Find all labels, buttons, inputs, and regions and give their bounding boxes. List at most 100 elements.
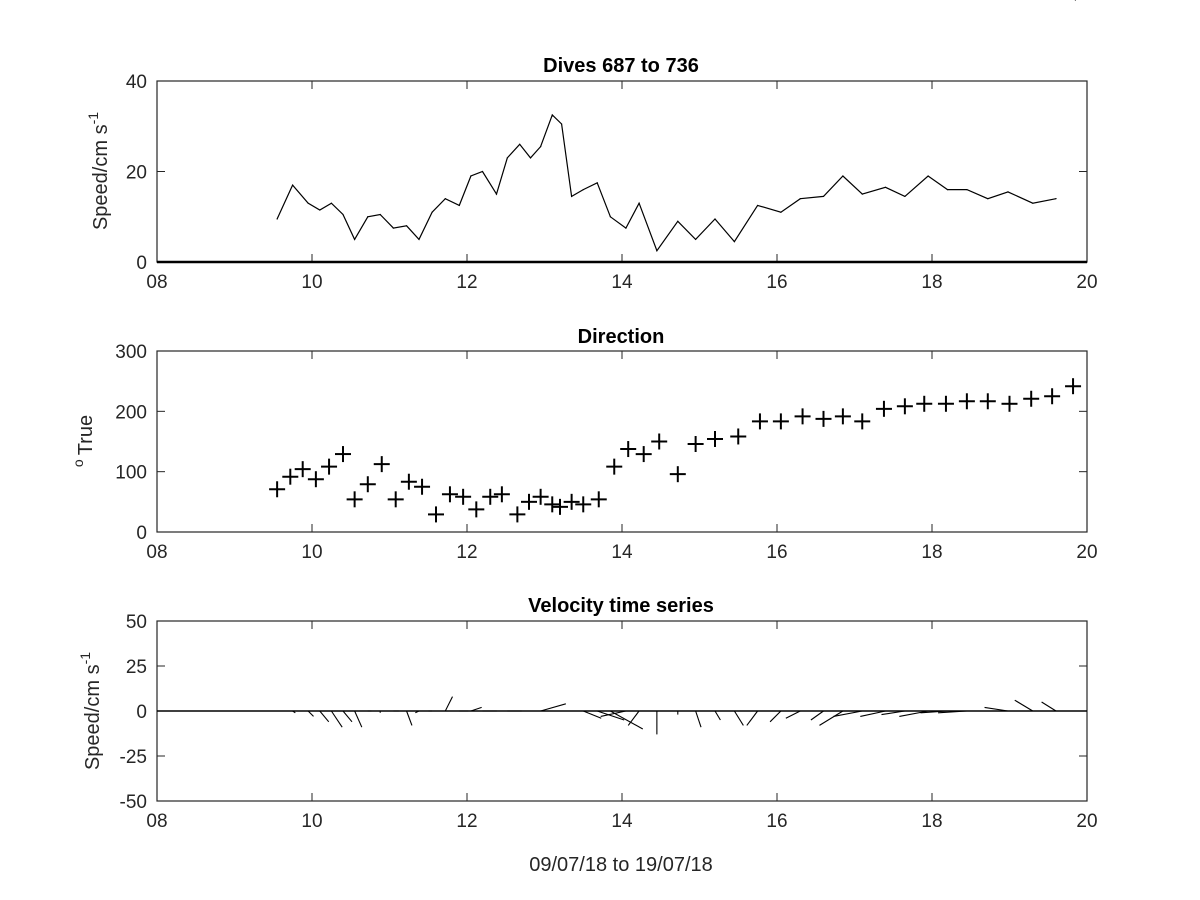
figure-xlabel: 09/07/18 to 19/07/18: [529, 854, 713, 876]
speed-data-point: [519, 143, 521, 145]
speed-data-point: [495, 193, 498, 195]
speed-data-point: [431, 211, 433, 213]
velocity-stick: [406, 710, 413, 726]
velocity-stick: [415, 710, 420, 714]
speed-data-point: [307, 202, 309, 204]
velocity-panel: Velocity time series 08 10 12 14 16 18 20 -50 -2…: [77, 595, 1098, 876]
direction-ylabel: o True: [70, 415, 97, 467]
velocity-stick: [540, 703, 566, 712]
speed-data-point: [379, 213, 381, 216]
speed-data-point: [842, 175, 844, 177]
speed-data-point: [367, 216, 369, 218]
velocity-stick: [810, 710, 824, 721]
velocity-stick: [785, 710, 801, 719]
direction-data-point: [269, 481, 286, 498]
direction-panel-title: Direction: [578, 326, 665, 348]
speed-data-point: [276, 218, 278, 220]
speed-data-point: [342, 213, 344, 216]
direction-xtick-label: 12: [456, 542, 477, 563]
speed-xtick-label: 18: [921, 272, 942, 293]
direction-data-point: [620, 441, 637, 458]
velocity-stick: [881, 710, 905, 716]
velocity-stick: [733, 710, 744, 726]
velocity-ylabel-main: Speed/cm s: [82, 664, 104, 770]
velocity-stick: [984, 706, 1009, 712]
velocity-stick: [342, 710, 353, 723]
direction-data-point: [937, 395, 954, 412]
speed-data-point: [319, 209, 321, 211]
speed-data-point: [458, 204, 460, 207]
velocity-stick: [319, 710, 330, 723]
direction-data-point: [532, 488, 549, 505]
velocity-stick: [938, 710, 967, 714]
speed-data-point: [757, 204, 759, 207]
velocity-ytick-label: -25: [120, 747, 147, 768]
direction-data-point: [751, 413, 768, 430]
speed-axes-box: [156, 80, 1088, 263]
velocity-stick: [597, 710, 625, 721]
velocity-stick: [860, 710, 886, 717]
velocity-stick: [600, 710, 626, 717]
direction-xtick-label: 16: [766, 542, 787, 563]
speed-data-point: [444, 198, 446, 200]
velocity-xtick-label: 18: [921, 811, 942, 832]
speed-data-point: [861, 193, 863, 195]
speed-data-point: [418, 238, 420, 240]
velocity-stick: [1041, 701, 1057, 712]
velocity-stick: [746, 710, 759, 726]
direction-data-point: [387, 491, 404, 508]
direction-axes-box: [156, 350, 1088, 533]
speed-data-point: [571, 195, 573, 197]
direction-xtick-label: 08: [146, 542, 167, 563]
velocity-xtick-label: 16: [766, 811, 787, 832]
direction-data-point: [958, 393, 975, 410]
velocity-xtick-label: 08: [146, 811, 167, 832]
speed-panel-title: Dives 687 to 736: [543, 55, 699, 77]
velocity-stick: [292, 710, 296, 714]
velocity-ytick-label: 0: [136, 702, 147, 723]
speed-data-point: [927, 175, 929, 177]
velocity-ytick-label: -50: [120, 792, 147, 813]
direction-data-point: [563, 493, 580, 510]
direction-data-point: [346, 491, 363, 508]
speed-data-point: [695, 238, 697, 240]
direction-data-point: [468, 501, 485, 518]
direction-data-point: [335, 446, 351, 463]
direction-data-point: [482, 488, 499, 505]
velocity-xtick-label: 10: [301, 811, 322, 832]
speed-data-point: [1007, 191, 1009, 193]
direction-data-point: [1001, 395, 1018, 412]
speed-data-point: [987, 198, 989, 200]
speed-data-point: [1032, 202, 1034, 204]
direction-data-point: [815, 410, 832, 427]
velocity-stick: [695, 710, 702, 728]
speed-data-point: [714, 218, 716, 220]
speed-series-line: [276, 113, 1057, 252]
velocity-stick: [714, 710, 721, 721]
velocity-ytick-label: 25: [126, 657, 147, 678]
direction-ytick-label: 200: [115, 402, 147, 423]
direction-data-point: [552, 498, 568, 515]
velocity-stick: [583, 710, 602, 719]
velocity-xtick-label: 14: [611, 811, 633, 832]
speed-data-point: [292, 184, 294, 186]
speed-xtick-label: 16: [766, 272, 787, 293]
direction-data-point: [794, 408, 811, 425]
speed-xtick-label: 12: [456, 272, 477, 293]
velocity-stick: [920, 710, 948, 714]
velocity-ylabel-sup: -1: [77, 652, 93, 665]
speed-xtick-label: 08: [146, 272, 167, 293]
direction-data-point: [651, 433, 668, 450]
speed-data-point: [638, 202, 640, 204]
direction-data-point: [428, 506, 444, 523]
velocity-xtick-label: 20: [1076, 811, 1097, 832]
velocity-stick: [470, 706, 482, 712]
speed-data-point: [780, 211, 782, 213]
direction-ytick-label: 300: [115, 342, 147, 363]
direction-data-point: [1065, 378, 1082, 395]
direction-data-point: [282, 468, 299, 485]
velocity-stick: [769, 710, 782, 723]
velocity-stick: [1014, 699, 1034, 712]
